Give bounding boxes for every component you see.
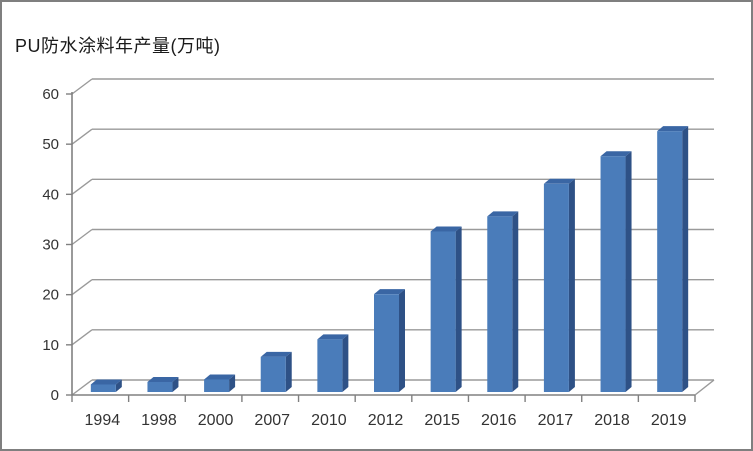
chart-title: PU防水涂料年产量(万吨) [15, 36, 221, 56]
x-axis-tick-label: 2016 [481, 412, 517, 429]
gridline-connector [71, 178, 93, 195]
x-axis-tick-label: 1994 [85, 412, 121, 429]
bar-side-face [512, 211, 519, 392]
bar-side-face [172, 376, 179, 392]
bar-side-face [682, 126, 689, 392]
bar-side-face [229, 374, 236, 392]
bar-front-face [317, 339, 343, 392]
bar-side-face [455, 226, 462, 392]
x-axis-tick-label: 2015 [424, 412, 460, 429]
bar-front-face [90, 384, 116, 392]
bar-side-face [625, 151, 632, 392]
bar-top-face [543, 178, 575, 184]
bar-front-face [600, 156, 626, 392]
bar-top-face [600, 151, 632, 157]
x-axis-tick-label: 2018 [594, 412, 630, 429]
floor-right-edge [694, 379, 715, 396]
bar-side-face [285, 351, 292, 392]
gridline-connector [71, 228, 93, 246]
bar-top-face [204, 374, 236, 380]
bar-side-face [568, 178, 575, 392]
bar-1998 [147, 376, 179, 392]
x-axis-tick-label: 2012 [368, 412, 404, 429]
bar-side-face [342, 334, 349, 392]
y-axis-tick-label: 10 [42, 337, 59, 354]
bar-top-face [374, 289, 405, 295]
y-axis-tick-label: 20 [42, 287, 59, 304]
bar-front-face [260, 356, 286, 392]
bar-front-face [374, 294, 399, 392]
bar-side-face [115, 379, 122, 392]
x-axis-tick-label: 1998 [141, 412, 177, 429]
bar-front-face [430, 231, 456, 392]
bar-top-face [430, 226, 462, 232]
bar-2015 [430, 226, 462, 392]
bar-2007 [260, 351, 292, 392]
bar-front-face [543, 183, 569, 392]
bar-2018 [600, 151, 632, 392]
gridline-connector [71, 279, 93, 296]
bar-2010 [317, 334, 349, 392]
y-axis-tick-label: 40 [42, 186, 59, 203]
x-axis-tick-label: 2017 [538, 412, 574, 429]
x-axis-tick-label: 2019 [651, 412, 687, 429]
bar-2019 [657, 126, 689, 392]
bar-top-face [90, 379, 122, 385]
gridline-connector [71, 329, 93, 346]
y-axis-tick-label: 30 [42, 237, 59, 254]
bar-1994 [90, 379, 122, 392]
x-axis-tick-label: 2007 [254, 412, 290, 429]
y-axis-tick-label: 0 [51, 387, 59, 404]
bar-top-face [487, 211, 519, 217]
y-axis-tick-label: 50 [42, 136, 59, 153]
bar-front-face [487, 216, 513, 392]
gridline-connector [71, 78, 93, 95]
gridline-connector [71, 379, 93, 396]
bar-side-face [399, 289, 405, 392]
bar-front-face [204, 379, 230, 392]
bar-2017 [543, 178, 575, 392]
bar-top-face [147, 376, 179, 382]
x-axis-tick-label: 2000 [198, 412, 234, 429]
bar-front-face [657, 131, 683, 392]
bar-top-face [260, 351, 292, 357]
bar-top-face [657, 126, 689, 132]
x-axis-tick-label: 2010 [311, 412, 347, 429]
y-axis-tick-label: 60 [42, 86, 59, 103]
bar-top-face [317, 334, 349, 340]
gridline-connector [71, 128, 93, 145]
bar-front-face [147, 381, 173, 392]
bar-2016 [487, 211, 519, 392]
bar-2000 [204, 374, 236, 392]
bar-2012 [374, 289, 405, 392]
